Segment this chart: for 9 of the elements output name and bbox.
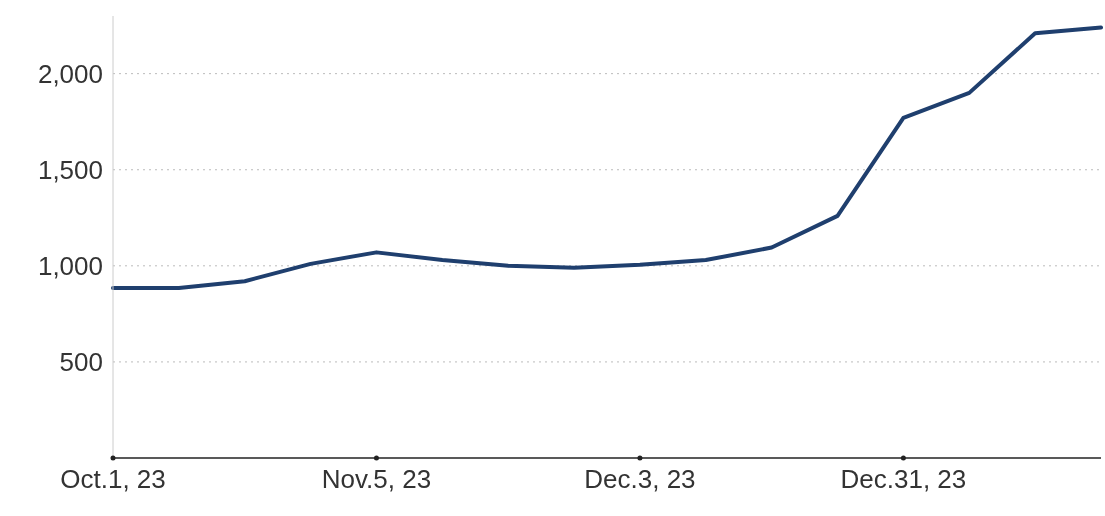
x-tick-label: Oct.1, 23 bbox=[60, 464, 166, 494]
y-tick-label: 500 bbox=[59, 347, 103, 378]
y-tick-label: 2,000 bbox=[37, 58, 103, 89]
x-tick-label: Nov.5, 23 bbox=[321, 464, 432, 494]
x-tick-label: Dec.3, 23 bbox=[584, 464, 696, 494]
x-tick-label: Dec.31, 23 bbox=[840, 464, 967, 494]
y-tick-label: 1,000 bbox=[37, 251, 103, 282]
line-series bbox=[111, 25, 1103, 290]
y-tick-label: 1,500 bbox=[37, 154, 103, 185]
